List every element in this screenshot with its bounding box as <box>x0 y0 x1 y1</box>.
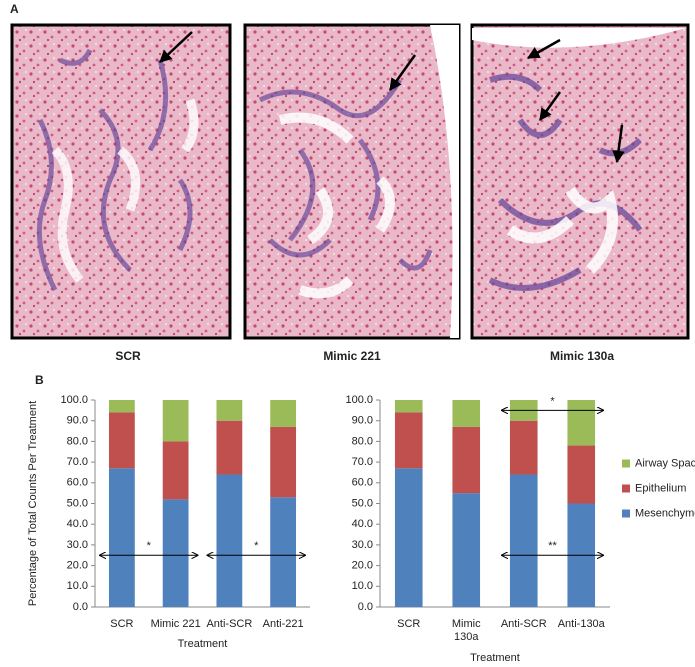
bar-segment <box>567 445 596 504</box>
x-tick-label: Anti-221 <box>263 618 304 630</box>
y-tick-label: 10.0 <box>67 580 88 592</box>
micrograph <box>243 23 461 340</box>
y-tick-label: 100.0 <box>345 394 373 406</box>
bar-segment <box>162 441 189 500</box>
image-caption: Mimic 130a <box>550 349 614 363</box>
bar-segment <box>162 400 189 442</box>
legend-label: Airway Space <box>635 457 695 469</box>
bar-segment <box>394 468 423 607</box>
y-tick-label: 40.0 <box>352 518 373 530</box>
panel-label: A <box>10 2 19 16</box>
y-tick-label: 10.0 <box>352 580 373 592</box>
bar-segment <box>270 497 297 607</box>
x-axis-title: Treatment <box>470 652 520 664</box>
legend-swatch <box>622 484 630 493</box>
y-tick-label: 80.0 <box>67 435 88 447</box>
x-tick-label: Mimic 221 <box>151 618 201 630</box>
bar-segment <box>509 474 538 607</box>
bar-segment <box>394 412 423 469</box>
bar-segment <box>452 400 481 427</box>
y-tick-label: 90.0 <box>67 415 88 427</box>
bar-segment <box>216 474 243 607</box>
x-tick-label: Anti-130a <box>558 618 606 630</box>
y-tick-label: 90.0 <box>352 415 373 427</box>
y-tick-label: 20.0 <box>352 560 373 572</box>
x-tick-label: Anti-SCR <box>206 618 252 630</box>
bar-segment <box>452 426 481 494</box>
legend-label: Mesenchyme <box>635 507 695 519</box>
image-caption: SCR <box>115 349 141 363</box>
bar-segment <box>108 400 135 413</box>
image-caption: Mimic 221 <box>323 349 381 363</box>
bar-segment <box>509 420 538 475</box>
y-tick-label: 40.0 <box>67 518 88 530</box>
bar-segment <box>394 400 423 413</box>
bar-segment <box>270 426 297 498</box>
y-tick-label: 20.0 <box>67 560 88 572</box>
y-tick-label: 30.0 <box>67 539 88 551</box>
legend-label: Epithelium <box>635 482 686 494</box>
x-tick-label: SCR <box>110 618 133 630</box>
x-tick-label: Anti-SCR <box>501 618 547 630</box>
significance-label: ** <box>548 540 557 552</box>
x-tick-label: Mimic 130a <box>452 618 481 643</box>
significance-label: * <box>550 395 555 407</box>
legend-swatch <box>622 459 630 468</box>
bar-segment <box>452 493 481 607</box>
significance-label: * <box>147 540 152 552</box>
bar-segment <box>567 400 596 446</box>
y-axis-title: Percentage of Total Counts Per Treatment <box>27 401 39 606</box>
panel-label: B <box>35 373 44 387</box>
bar-segment <box>270 400 297 427</box>
bar-segment <box>108 412 135 469</box>
y-tick-label: 50.0 <box>352 497 373 509</box>
y-tick-label: 60.0 <box>67 477 88 489</box>
micrograph <box>10 23 232 340</box>
bar-segment <box>216 420 243 475</box>
legend-swatch <box>622 509 630 518</box>
y-tick-label: 100.0 <box>60 394 88 406</box>
y-tick-label: 70.0 <box>67 456 88 468</box>
y-tick-label: 80.0 <box>352 435 373 447</box>
y-tick-label: 0.0 <box>73 601 88 613</box>
x-tick-label: SCR <box>397 618 420 630</box>
y-tick-label: 70.0 <box>352 456 373 468</box>
bar-segment <box>108 468 135 607</box>
micrograph <box>470 23 690 340</box>
y-tick-label: 0.0 <box>358 601 373 613</box>
significance-label: * <box>254 540 259 552</box>
bar-segment <box>216 400 243 421</box>
y-tick-label: 30.0 <box>352 539 373 551</box>
y-tick-label: 60.0 <box>352 477 373 489</box>
bar-segment <box>162 499 189 607</box>
x-axis-title: Treatment <box>178 638 228 650</box>
y-tick-label: 50.0 <box>67 497 88 509</box>
